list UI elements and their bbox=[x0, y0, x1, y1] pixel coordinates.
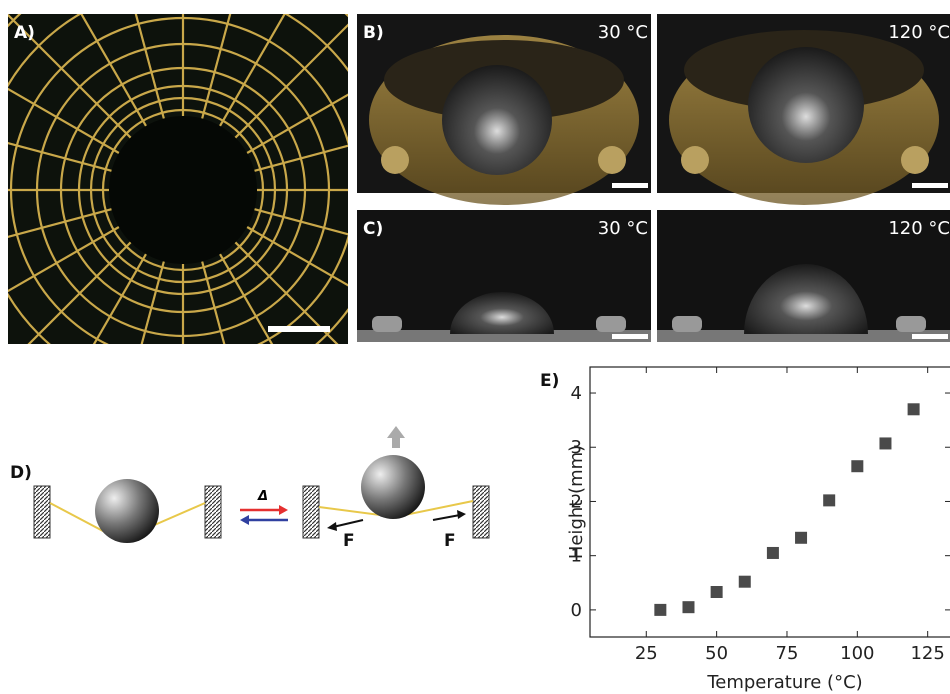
y-tick-label: 4 bbox=[571, 383, 582, 404]
data-point bbox=[767, 547, 779, 559]
x-tick-label: 125 bbox=[910, 643, 944, 664]
temperature-label: 120 °C bbox=[888, 22, 950, 43]
panel-label: B) bbox=[363, 23, 384, 43]
x-tick-label: 100 bbox=[840, 643, 874, 664]
data-point bbox=[879, 437, 891, 449]
force-label: F bbox=[444, 531, 456, 551]
web-center bbox=[109, 116, 257, 264]
temperature-label: 30 °C bbox=[598, 218, 648, 239]
y-axis-title: Height (mm) bbox=[566, 445, 587, 559]
panel-label: E) bbox=[540, 371, 559, 391]
x-tick-label: 75 bbox=[776, 643, 799, 664]
panel-label: C) bbox=[363, 219, 383, 239]
temperature-label: 30 °C bbox=[598, 22, 648, 43]
data-point bbox=[654, 604, 666, 616]
diagram-left bbox=[34, 479, 221, 543]
x-tick-label: 25 bbox=[635, 643, 658, 664]
data-point bbox=[823, 494, 835, 506]
x-tick-label: 50 bbox=[705, 643, 728, 664]
force-label: F bbox=[343, 531, 355, 551]
diagram-right bbox=[303, 426, 489, 538]
heat-symbol: Δ bbox=[257, 489, 268, 504]
data-point bbox=[739, 576, 751, 588]
y-tick-label: 0 bbox=[571, 600, 582, 621]
data-point bbox=[851, 460, 863, 472]
scale-bar bbox=[268, 326, 330, 332]
panel-label: A) bbox=[14, 23, 35, 43]
data-point bbox=[711, 586, 723, 598]
x-axis-title: Temperature (°C) bbox=[706, 672, 862, 693]
plot-frame bbox=[590, 367, 950, 637]
diagram-arrows bbox=[240, 505, 288, 525]
panel-label: D) bbox=[10, 463, 32, 483]
temperature-label: 120 °C bbox=[888, 218, 950, 239]
data-point bbox=[682, 601, 694, 613]
figure: A) B) 30 °C 120 °C C) 30 °C 120 °C D) bbox=[0, 0, 950, 694]
data-point bbox=[795, 532, 807, 544]
data-point bbox=[908, 403, 920, 415]
